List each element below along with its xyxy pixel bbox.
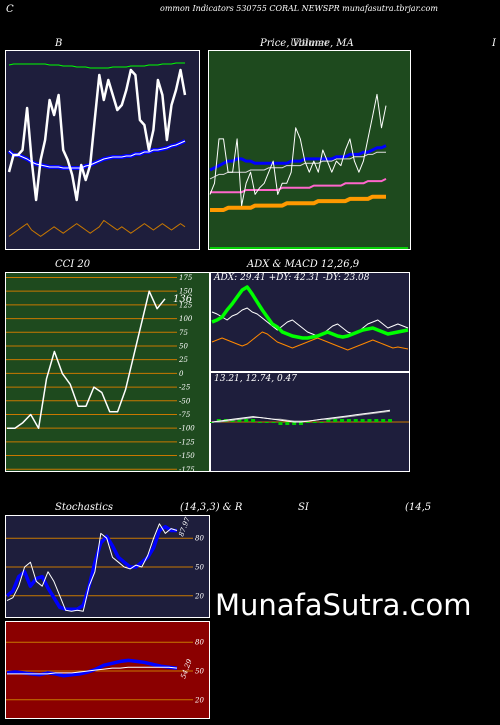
cci-tick-label: 75: [179, 329, 188, 337]
price-ma-chart: [208, 50, 411, 250]
macd-histogram-bar: [367, 419, 372, 422]
cci-tick-label: 175: [179, 274, 193, 282]
stoch-d-line: [6, 523, 178, 612]
macd-histogram-bar: [360, 419, 365, 422]
macd-histogram-bar: [292, 422, 297, 425]
stoch-panel: 80 50 20 87.97: [5, 515, 210, 618]
macd-histogram-bar: [312, 422, 317, 423]
cci-tick-label: 150: [179, 288, 193, 296]
cci-chart: 175 150 125 100 75 50 25 0 -25 -50 -75 -100 -125 -150…: [5, 272, 210, 472]
macd-histogram-bar: [319, 422, 324, 423]
volume-line: [8, 219, 186, 237]
cci-tick-label: -175: [179, 466, 195, 472]
macd-histogram-bar: [271, 422, 276, 423]
adx-values: ADX: 29.41 +DY: 42.31 -DY: 23.08: [214, 273, 370, 283]
stoch-title: Stochastics: [55, 502, 113, 513]
adx-chart: [210, 272, 410, 372]
cci-title: CCI 20: [55, 259, 91, 270]
rsi-panel: 80 50 20 54.29: [5, 621, 210, 719]
panel-background: [5, 621, 210, 719]
macd-histogram-bar: [353, 419, 358, 422]
macd-signal-line: [212, 410, 391, 423]
macd-histogram-bar: [257, 422, 262, 423]
rsi-tick-label: 20: [194, 696, 204, 704]
stoch-tick-label: 80: [195, 535, 204, 543]
cci-line: [7, 290, 166, 429]
adx-line: [211, 285, 409, 340]
cci-tick-label: 50: [179, 342, 188, 350]
cci-last-value: 136: [173, 294, 193, 305]
macd-histogram-bar: [278, 422, 283, 425]
rsi-tick-label: 50: [195, 668, 204, 676]
price-title: Price, Volume, MA: [260, 38, 354, 49]
panel-background: [5, 272, 210, 472]
macd-histogram-bar: [305, 422, 310, 423]
cci-tick-label: 25: [178, 356, 188, 364]
cci-tick-label: -75: [179, 411, 191, 419]
stoch-tick-label: 50: [195, 564, 204, 572]
cci-tick-label: 125: [179, 301, 193, 309]
price-line: [209, 93, 387, 207]
ma-blue-line: [209, 144, 387, 172]
si-title: SI: [298, 502, 309, 513]
cci-panel: 175 150 125 100 75 50 25 0 -25 -50 -75 -100 -125 -150…: [5, 272, 210, 472]
bb-title: B: [55, 38, 63, 49]
macd-histogram-bar: [388, 419, 392, 422]
macd-histogram-bar: [299, 422, 303, 425]
bollinger-panel: [5, 50, 200, 250]
macd-histogram-bar: [340, 419, 345, 422]
macd-values: 13.21, 12.74, 0.47: [214, 374, 298, 384]
rsi-ma-line: [7, 666, 178, 675]
macd-histogram-bar: [264, 422, 269, 423]
cci-tick-label: -125: [179, 438, 195, 446]
cci-tick-label: -100: [179, 425, 195, 433]
macd-histogram-bar: [244, 419, 249, 422]
ma-pink-line: [210, 178, 387, 194]
macd-histogram-bar: [216, 419, 221, 422]
macd-panel: 13.21, 12.74, 0.47: [210, 372, 410, 472]
macd-histogram-bar: [381, 419, 386, 422]
adx-panel: ADX: 29.41 +DY: 42.31 -DY: 23.08: [210, 272, 410, 372]
cci-tick-label: 0: [179, 370, 184, 378]
cci-tick-label: -150: [179, 452, 195, 460]
price-ma-panel: [208, 50, 411, 250]
right-edge-label: I: [492, 38, 496, 49]
lower-band-center-line: [8, 140, 186, 169]
macd-histogram-bar: [374, 419, 379, 422]
cci-tick-label: -50: [179, 397, 191, 405]
macd-histogram-bar: [333, 419, 338, 422]
page-title: ommon Indicators 530755 CORAL NEWSPR mun…: [160, 4, 438, 13]
price-line: [7, 68, 187, 202]
rsi-params: (14,5: [405, 502, 432, 513]
macd-histogram-bar: [285, 422, 290, 425]
panel-background: [5, 50, 200, 250]
price-overlay-label: Ultimer: [290, 38, 330, 49]
macd-line: [211, 409, 391, 423]
adx-title: ADX & MACD 12,26,9: [247, 259, 360, 270]
stoch-tick-label: 20: [194, 592, 204, 600]
cci-tick-label: 100: [179, 315, 193, 323]
panel-background: [208, 50, 411, 250]
macd-histogram-bar: [326, 419, 331, 422]
watermark: MunafaSutra.com: [215, 588, 472, 622]
plus-di-line: [211, 307, 409, 337]
macd-histogram-bar: [251, 419, 256, 422]
upper-band-line: [8, 62, 185, 69]
macd-histogram-bar: [346, 419, 351, 422]
macd-chart: [210, 372, 410, 472]
cci-tick-label: -25: [179, 384, 191, 392]
header-letter: C: [6, 4, 14, 15]
bollinger-chart: [5, 50, 200, 250]
macd-histogram-bar: [237, 419, 242, 422]
rsi-tick-label: 80: [195, 639, 204, 647]
minus-di-line: [211, 331, 409, 351]
ma-orange-line: [210, 194, 386, 212]
stoch-params: (14,3,3) & R: [180, 502, 243, 513]
